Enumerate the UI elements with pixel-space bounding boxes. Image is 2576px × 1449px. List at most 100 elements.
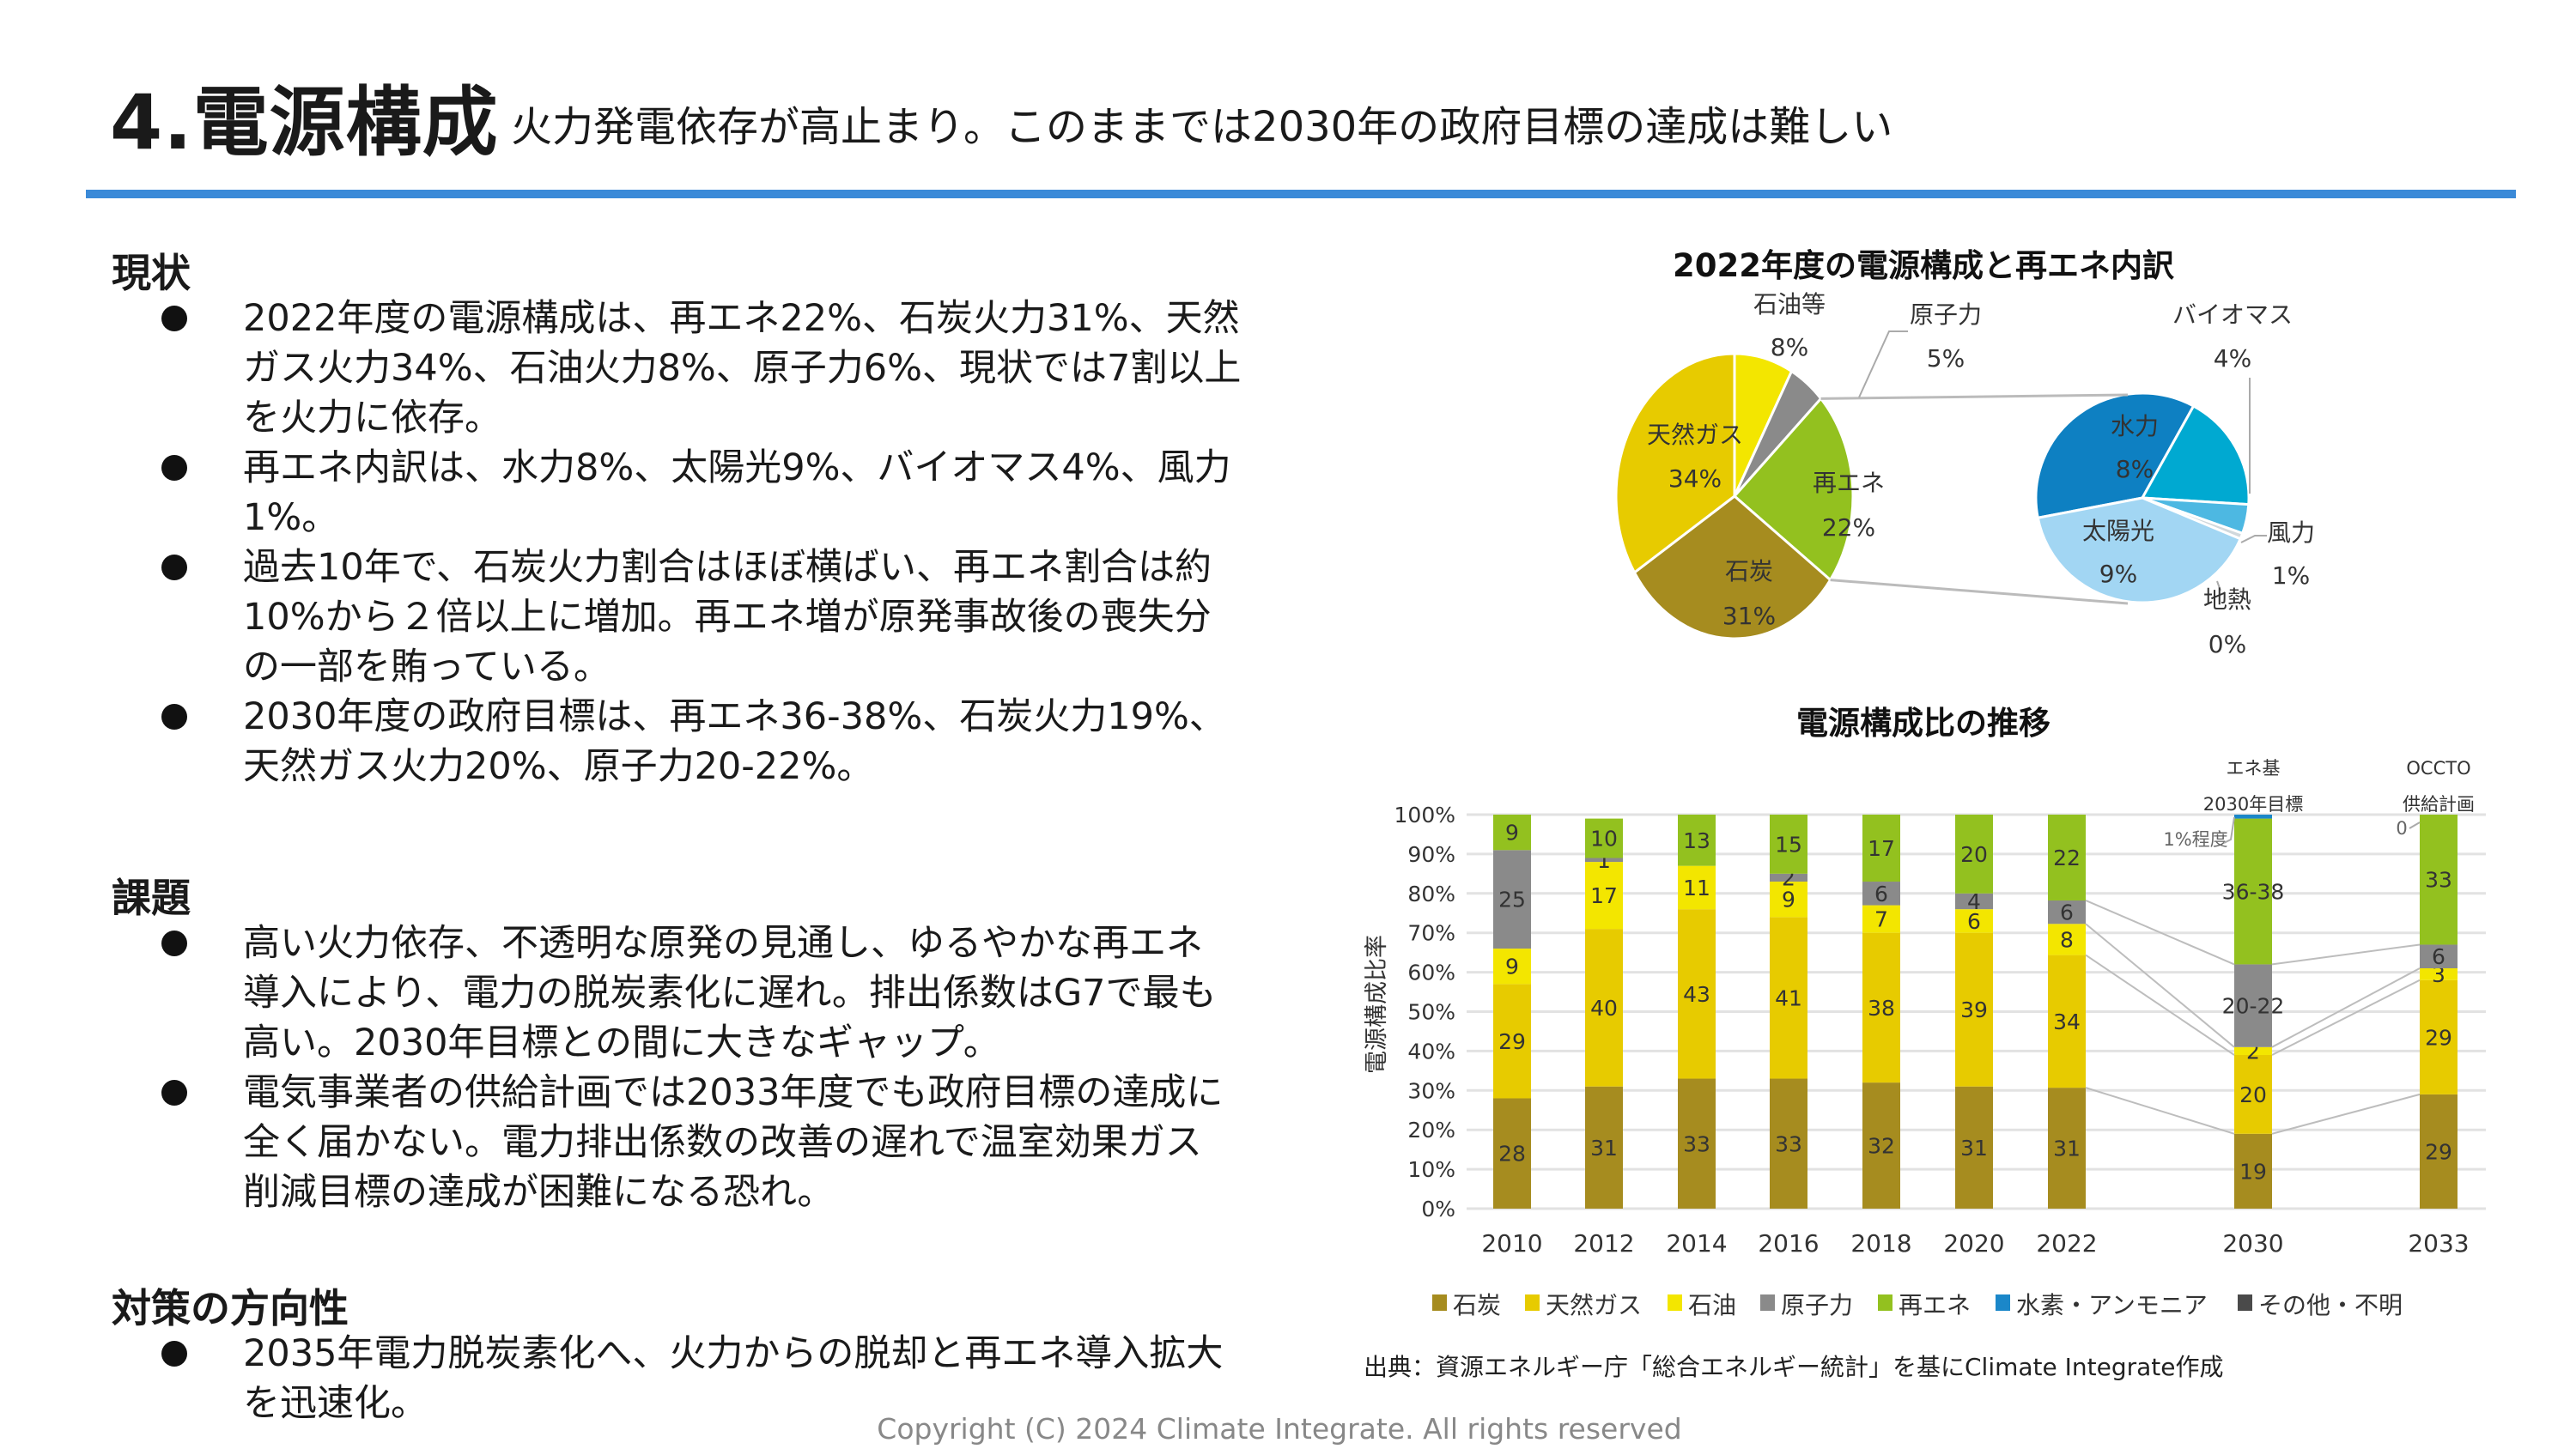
bar-segment bbox=[2420, 815, 2458, 945]
bar-value-label: 31 bbox=[2053, 1137, 2081, 1161]
bar-value-label: 31 bbox=[1590, 1136, 1618, 1161]
section-heading: 対策の方向性 bbox=[112, 1285, 349, 1331]
pie-label-value: 22% bbox=[1822, 513, 1875, 542]
page-title: 4.電源構成 bbox=[110, 78, 499, 167]
bar-connector-line bbox=[2085, 900, 2235, 966]
bar-segment bbox=[1493, 1098, 1531, 1209]
bar-segment bbox=[1493, 850, 1531, 949]
legend-swatch bbox=[1996, 1294, 2010, 1311]
x-tick-label: 2012 bbox=[1573, 1229, 1634, 1258]
bullet-text: 再エネ内訳は、水力8%、太陽光9%、バイオマス4%、風力 1%。 bbox=[243, 446, 1231, 539]
bullet-icon bbox=[161, 455, 187, 481]
pie-label-name: 原子力 bbox=[1910, 300, 1982, 329]
bar-value-label: 11 bbox=[1683, 876, 1710, 900]
bar-segment bbox=[1862, 882, 1900, 906]
breakdown-pie-slice bbox=[2036, 496, 2243, 604]
bar-value-label: 29 bbox=[2425, 1139, 2452, 1164]
x-tick-label: 2020 bbox=[1943, 1229, 2004, 1258]
bar-connector-line bbox=[2271, 943, 2421, 966]
breakdown-label-value: 1% bbox=[2272, 561, 2310, 590]
y-tick-label: 30% bbox=[1407, 1078, 1455, 1103]
bar-segment bbox=[2234, 815, 2272, 819]
bar-value-label: 43 bbox=[1683, 982, 1710, 1007]
x-tick-label: 2030 bbox=[2222, 1229, 2283, 1258]
bullet-icon bbox=[161, 306, 187, 331]
bullet-item: 2022年度の電源構成は、再エネ22%、石炭火力31%、天然 ガス火力34%、石油… bbox=[161, 294, 1241, 443]
bar-value-label: 9 bbox=[1505, 821, 1519, 846]
y-tick-label: 90% bbox=[1407, 842, 1455, 867]
y-tick-label: 100% bbox=[1394, 803, 1455, 828]
bar-value-label: 36-38 bbox=[2222, 880, 2285, 905]
bar-connector-line bbox=[2085, 1087, 2235, 1135]
bar-value-label: 40 bbox=[1590, 996, 1618, 1021]
legend-swatch bbox=[2238, 1294, 2252, 1311]
bar-value-label: 10 bbox=[1590, 827, 1618, 852]
bar-segment bbox=[1585, 1086, 1623, 1209]
bar-segment bbox=[1678, 909, 1716, 1079]
bar-segment bbox=[2420, 979, 2458, 1094]
x-tick-label: 2010 bbox=[1481, 1229, 1542, 1258]
bar-segment bbox=[1955, 815, 1993, 894]
bar-segment bbox=[1493, 815, 1531, 851]
legend-label: その他・不明 bbox=[2258, 1291, 2403, 1319]
x-tick-label: 2018 bbox=[1850, 1229, 1911, 1258]
annotation-label: 1%程度 bbox=[2163, 829, 2227, 850]
pie-connector-line bbox=[1820, 393, 2129, 400]
pie-label-value: 5% bbox=[1927, 344, 1965, 373]
bullet-text: 過去10年で、石炭火力割合はほぼ横ばい、再エネ割合は約 10%から２倍以上に増加。… bbox=[243, 546, 1212, 688]
bar-segment bbox=[1862, 932, 1900, 1083]
bullet-icon bbox=[161, 704, 187, 730]
legend-label: 水素・アンモニア bbox=[2016, 1291, 2208, 1319]
bullet-text: 2035年電力脱炭素化へ、火力からの脱却と再エネ導入拡大 を迅速化。 bbox=[243, 1332, 1224, 1425]
bar-segment bbox=[2048, 815, 2086, 900]
bar-value-label: 20-22 bbox=[2222, 994, 2285, 1019]
bar-segment bbox=[1770, 1078, 1807, 1209]
legend-swatch bbox=[1760, 1294, 1775, 1311]
x-tick-label: 2033 bbox=[2408, 1229, 2469, 1258]
bar-value-label: 6 bbox=[1874, 882, 1888, 906]
bar-value-label: 33 bbox=[2425, 868, 2452, 893]
bullet-item: 2035年電力脱炭素化へ、火力からの脱却と再エネ導入拡大 を迅速化。 bbox=[161, 1329, 1223, 1428]
y-tick-label: 60% bbox=[1407, 961, 1455, 985]
bar-value-label: 25 bbox=[1498, 888, 1526, 912]
breakdown-label-value: 8% bbox=[2116, 455, 2154, 483]
bullet-item: 過去10年で、石炭火力割合はほぼ横ばい、再エネ割合は約 10%から２倍以上に増加。… bbox=[161, 543, 1212, 692]
bar-value-label: 6 bbox=[1967, 909, 1981, 934]
bar-value-label: 9 bbox=[1782, 888, 1795, 912]
pie-connector-line bbox=[1830, 579, 2129, 605]
bar-value-label: 3 bbox=[2432, 962, 2445, 987]
breakdown-pie-slice bbox=[2140, 403, 2251, 506]
bar-segment bbox=[2048, 924, 2086, 955]
legend-label: 再エネ bbox=[1899, 1291, 1971, 1319]
page-subtitle: 火力発電依存が高止まり。このままでは2030年の政府目標の達成は難しい bbox=[511, 103, 1893, 151]
bar-value-label: 19 bbox=[2239, 1159, 2267, 1184]
y-tick-label: 40% bbox=[1407, 1039, 1455, 1064]
leader-line bbox=[2216, 580, 2221, 591]
bar-segment bbox=[1678, 1078, 1716, 1209]
category-header: OCCTO bbox=[2406, 758, 2470, 779]
legend-label: 石炭 bbox=[1453, 1291, 1501, 1319]
bar-segment bbox=[1585, 818, 1623, 858]
bullet-item: 電気事業者の供給計画では2033年度でも政府目標の達成に 全く届かない。電力排出係… bbox=[161, 1068, 1223, 1217]
legend-swatch bbox=[1878, 1294, 1893, 1311]
bar-segment bbox=[2048, 955, 2086, 1088]
leader-line bbox=[2409, 822, 2421, 829]
bar-value-label: 33 bbox=[1683, 1131, 1710, 1156]
bar-segment bbox=[1770, 873, 1807, 882]
bar-segment bbox=[2234, 1054, 2272, 1134]
bar-segment bbox=[2420, 1094, 2458, 1209]
bar-segment bbox=[2234, 964, 2272, 1047]
section-heading: 課題 bbox=[112, 875, 191, 921]
bar-segment bbox=[1678, 815, 1716, 866]
bar-segment bbox=[1585, 862, 1623, 930]
bar-value-label: 31 bbox=[1960, 1136, 1988, 1161]
bar-value-label: 20 bbox=[1960, 842, 1988, 867]
bar-segment bbox=[1862, 1082, 1900, 1209]
bar-value-label: 15 bbox=[1775, 832, 1802, 857]
bar-value-label: 6 bbox=[2060, 900, 2074, 925]
bar-segment bbox=[2420, 968, 2458, 980]
legend-swatch bbox=[1668, 1294, 1682, 1311]
bar-value-label: 41 bbox=[1775, 985, 1802, 1010]
bar-segment bbox=[1585, 858, 1623, 863]
